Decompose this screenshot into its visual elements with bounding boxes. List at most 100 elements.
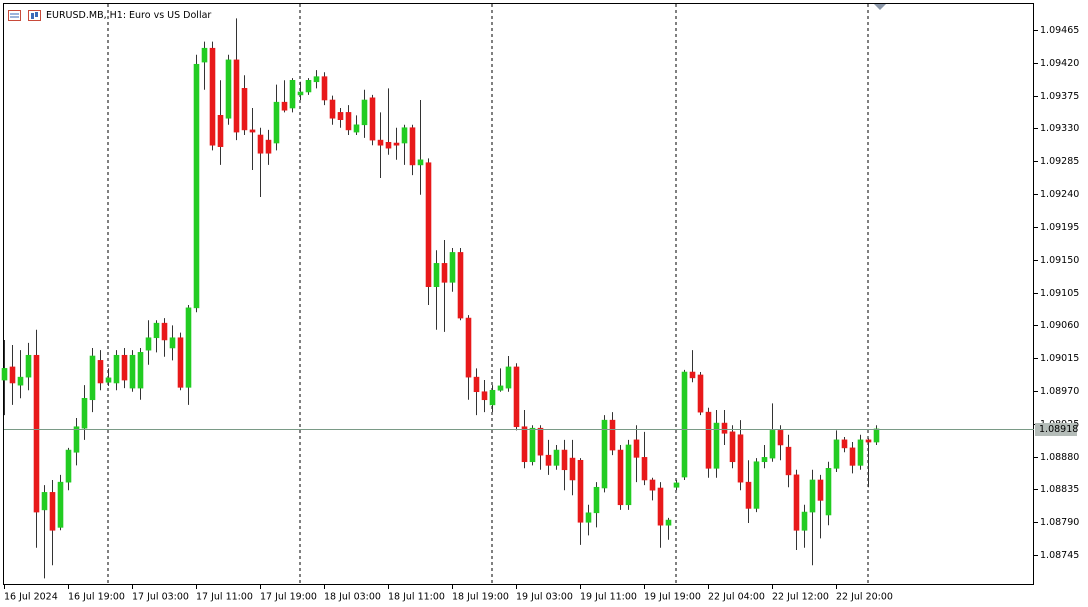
candle-body — [537, 427, 544, 456]
candle-body — [745, 481, 752, 509]
candle-body — [361, 99, 368, 126]
candle-body — [577, 459, 584, 523]
candle-body — [617, 449, 624, 506]
candle-body — [1, 368, 8, 381]
x-tick-label: 16 Jul 19:00 — [68, 592, 125, 603]
candle-body — [657, 487, 664, 526]
y-tick-label: 1.09195 — [1040, 222, 1079, 233]
x-tick-label: 18 Jul 19:00 — [452, 592, 509, 603]
y-tick-label: 1.08745 — [1040, 550, 1079, 561]
icon — [31, 13, 34, 19]
candle-body — [73, 426, 80, 453]
candle-body — [697, 374, 704, 413]
candle-body — [761, 457, 768, 463]
candle-body — [513, 366, 520, 428]
candle-body — [457, 252, 464, 319]
candle-body — [553, 449, 560, 466]
candle-body — [521, 426, 528, 463]
candle-body — [769, 430, 776, 459]
candle-body — [505, 366, 512, 389]
y-tick-label: 1.09375 — [1040, 91, 1079, 102]
candle-body — [169, 337, 176, 349]
candle-body — [753, 461, 760, 509]
candle-body — [329, 99, 336, 119]
candle-body — [449, 252, 456, 283]
candle-body — [241, 88, 248, 131]
candle-body — [129, 354, 136, 389]
candle-body — [497, 385, 504, 391]
candle-body — [393, 142, 400, 146]
x-tick-label: 22 Jul 20:00 — [836, 592, 893, 603]
candle-body — [9, 366, 16, 384]
candle-body — [489, 389, 496, 406]
candle-body — [257, 134, 264, 154]
candle-body — [353, 124, 360, 133]
candle-body — [817, 479, 824, 501]
y-tick-label: 1.09330 — [1040, 123, 1079, 134]
y-tick-label: 1.09105 — [1040, 288, 1079, 299]
candle-body — [105, 377, 112, 383]
candle-body — [273, 101, 280, 144]
candle-body — [473, 376, 480, 393]
x-tick-label: 18 Jul 11:00 — [388, 592, 445, 603]
candle-body — [17, 376, 24, 386]
candle-body — [297, 91, 304, 96]
candle-body — [569, 457, 576, 481]
y-tick-label: 1.09060 — [1040, 320, 1079, 331]
candle-body — [737, 434, 744, 483]
candle-body — [137, 352, 144, 389]
y-tick-label: 1.09240 — [1040, 189, 1079, 200]
candle-body — [777, 430, 784, 446]
candle-body — [201, 47, 208, 63]
chart-title: EURUSD.MB, H1: Euro vs US Dollar — [46, 10, 211, 21]
candle-body — [217, 115, 224, 147]
candle-body — [153, 322, 160, 339]
candle-body — [321, 76, 328, 101]
candle-body — [401, 127, 408, 144]
candle-body — [409, 127, 416, 166]
candle-body — [433, 263, 440, 288]
candle-body — [873, 428, 880, 443]
candle-body — [65, 449, 72, 483]
candle-body — [665, 519, 672, 526]
candle-body — [649, 479, 656, 491]
candle-body — [113, 354, 120, 384]
candle-body — [601, 419, 608, 489]
icon — [28, 10, 41, 21]
x-tick-label: 19 Jul 11:00 — [580, 592, 637, 603]
candle-body — [721, 422, 728, 434]
candle-body — [729, 431, 736, 463]
candle-body — [161, 322, 168, 341]
shift-marker — [874, 4, 886, 10]
candle-body — [193, 63, 200, 309]
candle-body — [41, 492, 48, 511]
x-tick-label: 17 Jul 03:00 — [132, 592, 189, 603]
x-tick-label: 22 Jul 04:00 — [708, 592, 765, 603]
candle-body — [377, 139, 384, 146]
candle-body — [585, 512, 592, 523]
candle-body — [833, 439, 840, 469]
candle-body — [673, 482, 680, 488]
candle-body — [121, 354, 128, 381]
candle-body — [417, 159, 424, 166]
candle-body — [641, 457, 648, 481]
x-tick-label: 17 Jul 19:00 — [260, 592, 317, 603]
x-tick-label: 19 Jul 19:00 — [644, 592, 701, 603]
candle-body — [49, 492, 56, 531]
candle-body — [81, 397, 88, 429]
candle-body — [233, 59, 240, 133]
icon — [35, 12, 38, 17]
candle-body — [265, 139, 272, 154]
y-tick-label: 1.09150 — [1040, 255, 1079, 266]
candle-body — [857, 439, 864, 466]
candle-body — [809, 479, 816, 513]
candle-body — [289, 80, 296, 109]
candle-body — [633, 439, 640, 458]
plot-frame — [3, 3, 1034, 585]
candle-body — [545, 454, 552, 466]
candle-body — [249, 129, 256, 133]
candle-body — [57, 481, 64, 528]
candle-body — [865, 439, 872, 443]
y-tick-label: 1.09015 — [1040, 353, 1079, 364]
x-tick-label: 22 Jul 12:00 — [772, 592, 829, 603]
